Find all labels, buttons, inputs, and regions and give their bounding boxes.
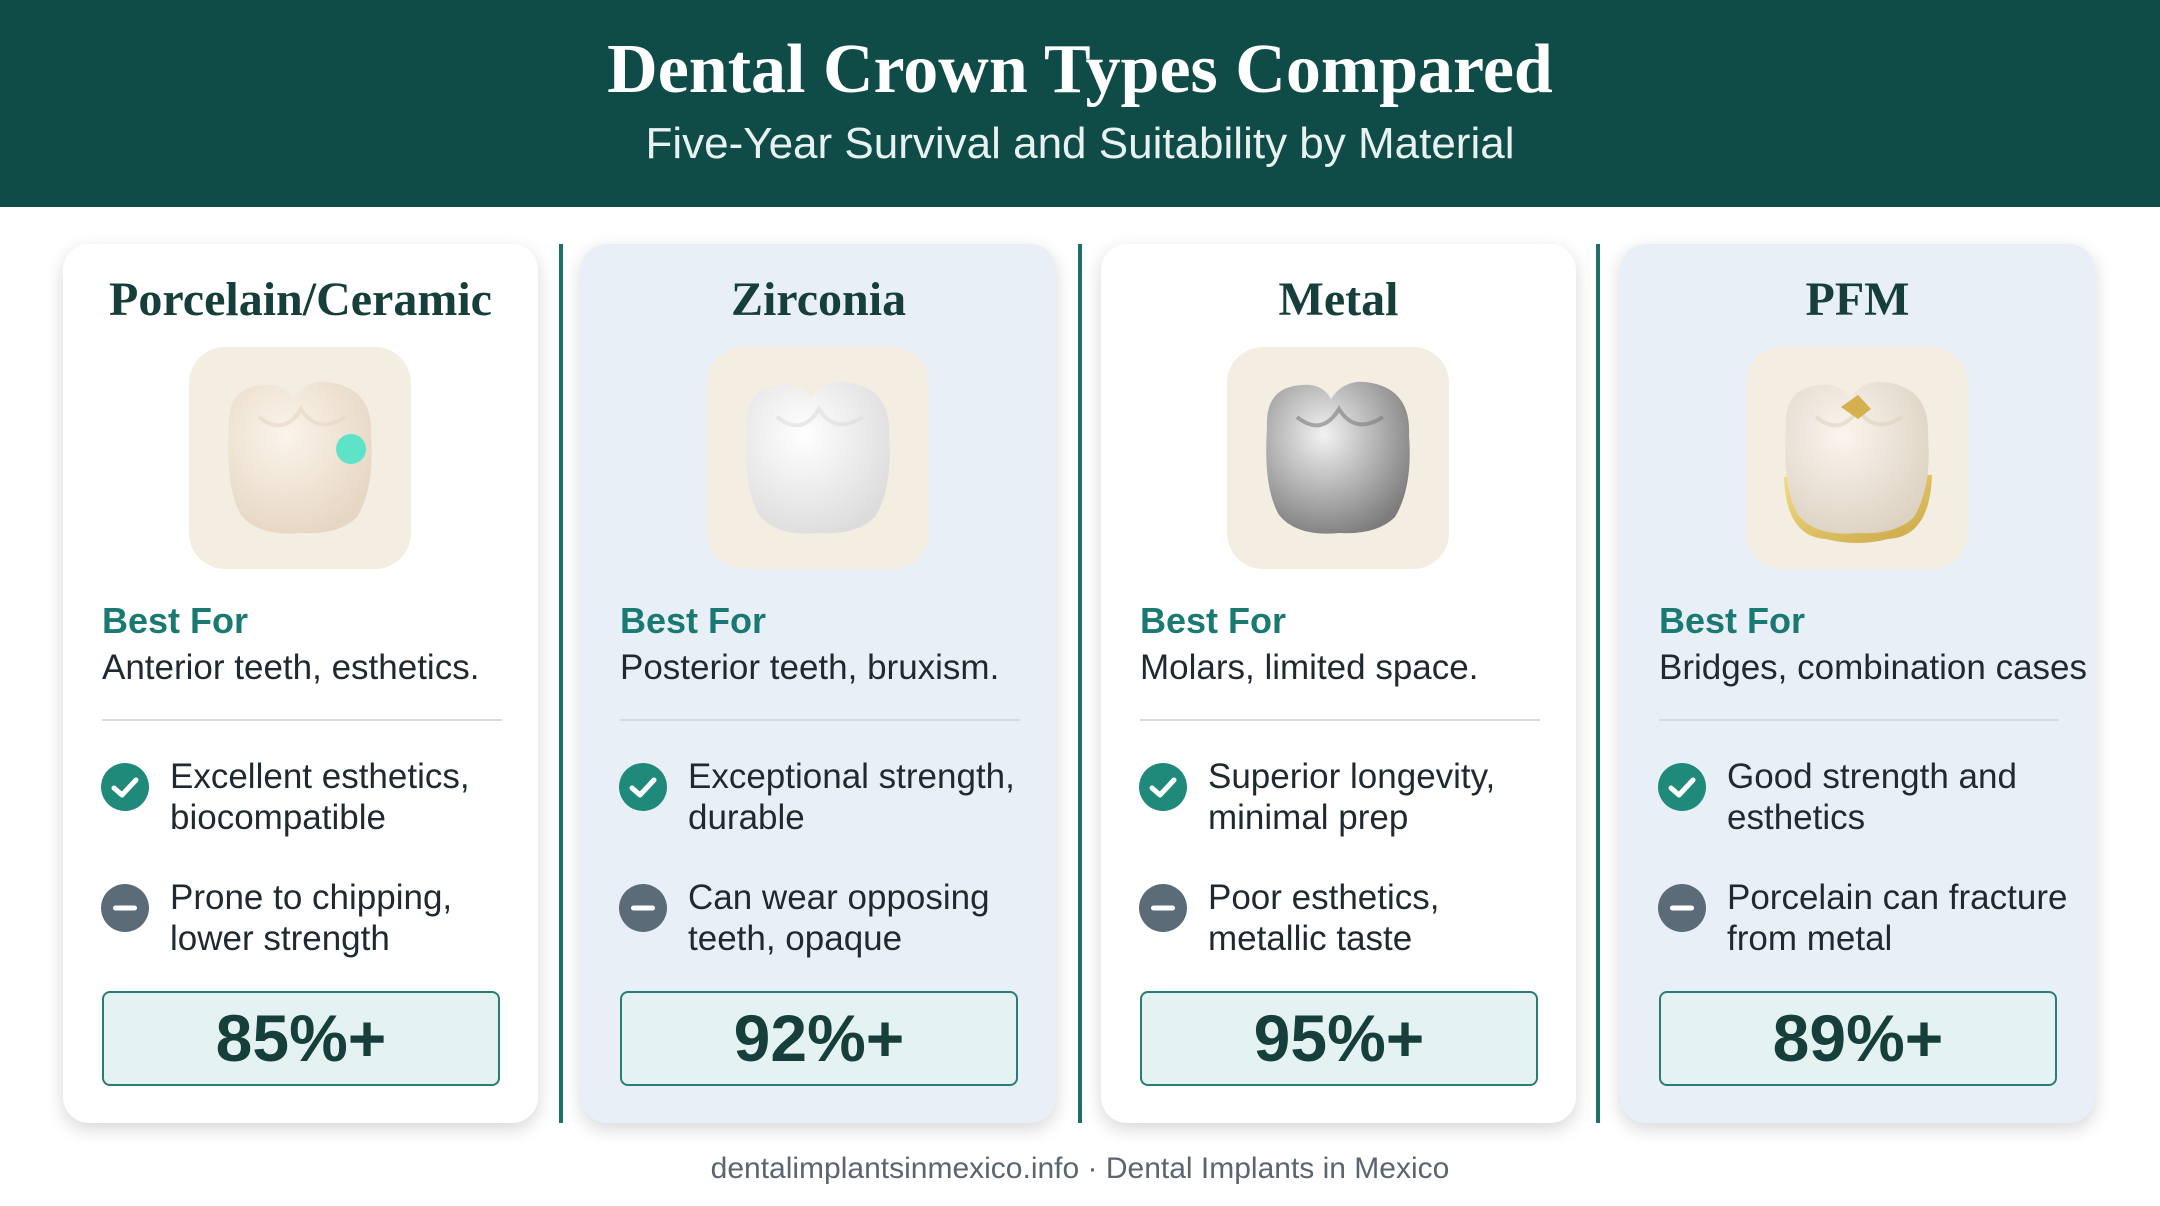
- survival-rate: 95%+: [1140, 991, 1538, 1086]
- title: Dental Crown Types Compared: [607, 31, 1553, 108]
- minus-icon: [101, 884, 149, 932]
- pro-line: minimal prep: [1208, 798, 1409, 837]
- con-line: Prone to chipping,: [170, 878, 453, 917]
- pro-text: Good strength and esthetics: [1727, 756, 2017, 838]
- survival-rate: 85%+: [102, 991, 500, 1086]
- divider: [559, 244, 563, 1123]
- minus-icon: [1139, 884, 1187, 932]
- pro-line: Exceptional strength,: [688, 757, 1015, 796]
- best-for: Posterior teeth, bruxism.: [620, 648, 1000, 687]
- best-for: Molars, limited space.: [1140, 648, 1479, 687]
- image-frame: [1746, 347, 1968, 569]
- separator: [1659, 719, 2059, 721]
- separator: [102, 719, 502, 721]
- card-title: Porcelain/Ceramic: [109, 273, 492, 326]
- con-line: Poor esthetics,: [1208, 878, 1440, 917]
- con-line: teeth, opaque: [688, 919, 903, 958]
- divider: [1596, 244, 1600, 1123]
- separator: [1140, 719, 1540, 721]
- best-for-label: Best For: [620, 600, 767, 641]
- check-icon: [1139, 763, 1187, 811]
- check-icon: [1658, 763, 1706, 811]
- minus-icon: [1658, 884, 1706, 932]
- con-text: Poor esthetics, metallic taste: [1208, 877, 1440, 959]
- pro-line: durable: [688, 798, 805, 837]
- card: Zirconia Best For Posterior teeth, bruxis…: [581, 244, 1056, 1123]
- pro-line: esthetics: [1727, 798, 1866, 837]
- divider: [1078, 244, 1082, 1123]
- check-icon: [619, 763, 667, 811]
- con-line: from metal: [1727, 919, 1893, 958]
- card-title: Metal: [1278, 273, 1399, 326]
- card: Porcelain/Ceramic Best For Anterior teeth…: [63, 244, 538, 1123]
- con-text: Prone to chipping, lower strength: [170, 877, 452, 959]
- pro-text: Exceptional strength, durable: [688, 756, 1015, 838]
- card: Metal Best For Molars, limited space. Sup…: [1101, 244, 1576, 1123]
- image-frame: [707, 347, 929, 569]
- subtitle: Five-Year Survival and Suitability by Ma…: [645, 119, 1515, 168]
- pro-text: Excellent esthetics, biocompatible: [170, 756, 470, 838]
- image-frame: [189, 347, 411, 569]
- con-line: Porcelain can fracture: [1727, 878, 2068, 917]
- con-line: lower strength: [170, 919, 390, 958]
- best-for-label: Best For: [1659, 600, 1806, 641]
- con-line: Can wear opposing: [688, 878, 990, 917]
- tooth-image: [189, 347, 411, 569]
- con-text: Porcelain can fracture from metal: [1727, 877, 2067, 959]
- con-line: metallic taste: [1208, 919, 1413, 958]
- best-for-label: Best For: [102, 600, 249, 641]
- pro-line: biocompatible: [170, 798, 386, 837]
- image-frame: [1227, 347, 1449, 569]
- check-icon: [101, 763, 149, 811]
- tooth-image: [707, 347, 929, 569]
- best-for-label: Best For: [1140, 600, 1287, 641]
- pro-line: Good strength and: [1727, 757, 2017, 796]
- pro-text: Superior longevity, minimal prep: [1208, 756, 1495, 838]
- survival-rate: 92%+: [620, 991, 1018, 1086]
- pro-line: Superior longevity,: [1208, 757, 1496, 796]
- pro-line: Excellent esthetics,: [170, 757, 470, 796]
- minus-icon: [619, 884, 667, 932]
- header: Dental Crown Types Compared Five-Year Su…: [0, 0, 2160, 207]
- tooth-image: [1746, 347, 1968, 569]
- footer: dentalimplantsinmexico.info · Dental Imp…: [710, 1152, 1450, 1185]
- card-title: PFM: [1805, 273, 1910, 326]
- best-for: Bridges, combination cases: [1659, 648, 2087, 687]
- card: PFM Best For Bridges, combination cases G…: [1620, 244, 2095, 1123]
- best-for: Anterior teeth, esthetics.: [102, 648, 480, 687]
- separator: [620, 719, 1020, 721]
- tooth-image: [1227, 347, 1449, 569]
- survival-rate: 89%+: [1659, 991, 2057, 1086]
- card-title: Zirconia: [730, 273, 907, 326]
- con-text: Can wear opposing teeth, opaque: [688, 877, 990, 959]
